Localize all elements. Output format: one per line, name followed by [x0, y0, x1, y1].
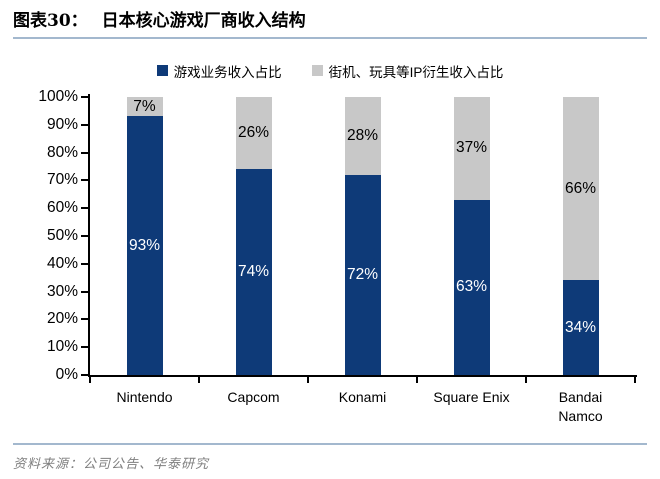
bar-value-label: 74%: [237, 263, 270, 281]
x-tick-mark: [634, 377, 636, 383]
bar-value-label: 63%: [455, 278, 488, 296]
bar-segment-games: [453, 199, 490, 375]
y-tick-mark: [81, 207, 88, 210]
legend-swatch-ip: [311, 65, 323, 76]
category-label: Nintendo: [116, 389, 173, 405]
bar-segment-games: [126, 116, 163, 375]
y-tick-mark: [81, 96, 88, 98]
bar-segment-ip: [126, 97, 163, 117]
bar-value-label: 34%: [564, 318, 597, 336]
x-axis-line: [88, 375, 637, 377]
y-tick-label: 70%: [46, 171, 78, 189]
bar-segment-ip: [344, 97, 381, 175]
y-tick-label: 100%: [38, 88, 78, 105]
legend-label-games: 游戏业务收入占比: [173, 64, 282, 80]
bar-value-label: 93%: [128, 236, 161, 254]
y-tick-label: 20%: [46, 310, 78, 328]
legend-item-ip: 街机、玩具等IP衍生收入占比: [311, 61, 504, 81]
stacked-bar-chart: 0% 10% 20% 30% 40% 50% 60% 70% 80% 90% 100% 93% 7% Ni…: [0, 85, 660, 430]
y-tick-label: 90%: [46, 115, 78, 133]
x-tick-mark: [416, 377, 418, 383]
bar-segment-ip: [562, 97, 599, 281]
bar-segment-games: [562, 280, 599, 375]
y-tick-mark: [81, 179, 88, 182]
category-label: Bandai Namco: [558, 389, 603, 424]
bar-segment-games: [235, 169, 272, 375]
category-label: Konami: [338, 389, 387, 405]
y-tick-label: 30%: [46, 282, 78, 300]
figure-header: 图表30： 日本核心游戏厂商收入结构: [0, 0, 660, 34]
bar-value-label: 26%: [237, 124, 270, 142]
y-tick-label: 80%: [46, 143, 78, 161]
category-label: Capcom: [227, 389, 280, 405]
y-tick-mark: [81, 235, 88, 237]
source-note: 资料来源：公司公告、华泰研究: [13, 457, 210, 472]
figure-number-label: 图表30：: [13, 11, 88, 31]
bar-value-label: 7%: [133, 97, 156, 115]
bar-value-label: 28%: [346, 126, 379, 144]
y-tick-mark: [81, 151, 88, 154]
bar-value-label: 37%: [455, 139, 488, 157]
y-axis-line: [88, 94, 90, 377]
y-tick-mark: [81, 374, 88, 376]
chart-legend: 游戏业务收入占比 街机、玩具等IP衍生收入占比: [0, 61, 660, 80]
bar-segment-ip: [235, 97, 272, 170]
legend-swatch-games: [156, 65, 168, 76]
page-title: 日本核心游戏厂商收入结构: [101, 11, 306, 31]
y-tick-mark: [81, 262, 88, 265]
y-tick-label: 60%: [46, 199, 78, 217]
category-label: Square Enix: [433, 389, 510, 405]
y-tick-mark: [81, 346, 88, 349]
x-tick-mark: [307, 377, 309, 383]
y-tick-mark: [81, 290, 88, 293]
bar-segment-games: [344, 174, 381, 375]
bar-segment-ip: [453, 97, 490, 200]
x-tick-mark: [198, 377, 200, 383]
y-tick-label: 10%: [46, 338, 78, 356]
y-tick-mark: [81, 123, 88, 126]
y-tick-label: 0%: [55, 366, 78, 383]
x-tick-mark: [89, 377, 91, 383]
bar-value-label: 66%: [564, 179, 597, 197]
title-divider: [13, 37, 647, 39]
y-tick-mark: [81, 318, 88, 321]
footer-divider: [13, 443, 647, 445]
y-tick-label: 40%: [46, 254, 78, 272]
legend-label-ip: 街机、玩具等IP衍生收入占比: [328, 64, 504, 80]
x-tick-mark: [525, 377, 527, 383]
legend-item-games: 游戏业务收入占比: [156, 61, 282, 81]
y-tick-label: 50%: [46, 227, 78, 244]
bar-value-label: 72%: [346, 265, 379, 283]
